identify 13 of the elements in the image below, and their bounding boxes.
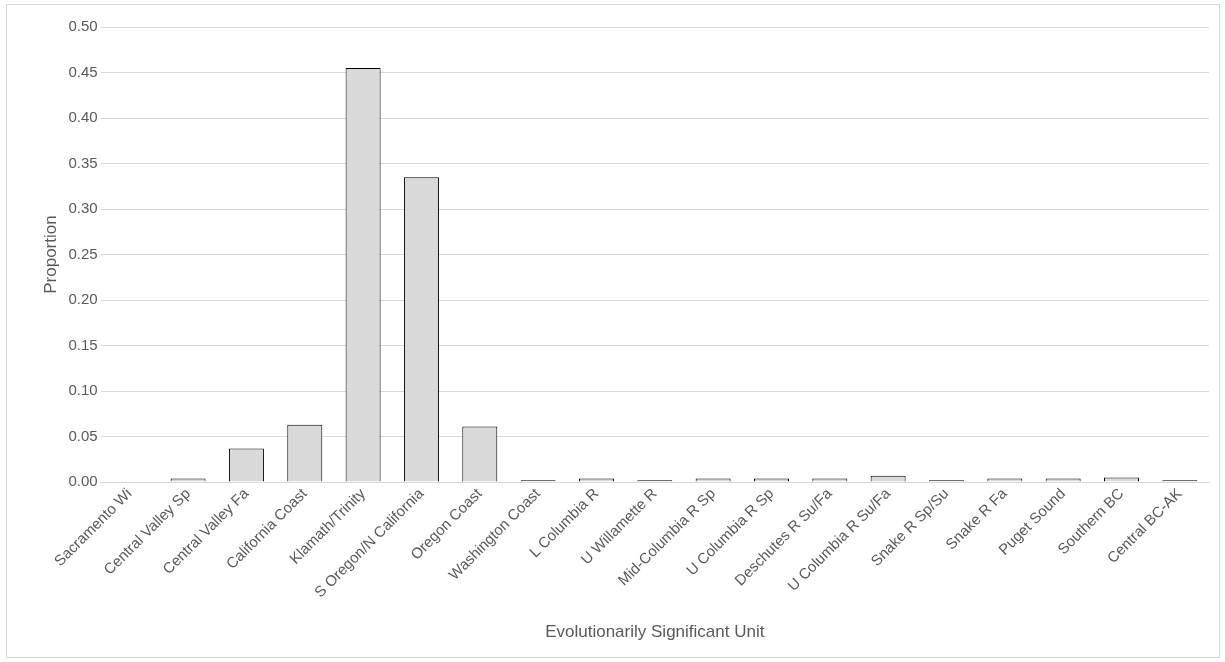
- y-tick-label: 0.15: [68, 335, 98, 353]
- y-tick-label: 0.30: [68, 199, 98, 217]
- y-tick-label: 0.50: [68, 17, 98, 35]
- y-tick-label: 0.00: [68, 472, 98, 490]
- y-tick-label: 0.20: [68, 290, 98, 308]
- y-tick-label: 0.10: [68, 381, 98, 399]
- y-tick-label: 0.35: [68, 153, 98, 171]
- y-tick-label: 0.45: [68, 62, 98, 80]
- y-tick-label: 0.40: [68, 108, 98, 126]
- y-tick-label: 0.05: [68, 426, 98, 444]
- x-axis-title: Evolutionarily Significant Unit: [545, 622, 765, 642]
- y-tick-label: 0.25: [68, 244, 98, 262]
- y-axis-title: Proportion: [40, 215, 60, 294]
